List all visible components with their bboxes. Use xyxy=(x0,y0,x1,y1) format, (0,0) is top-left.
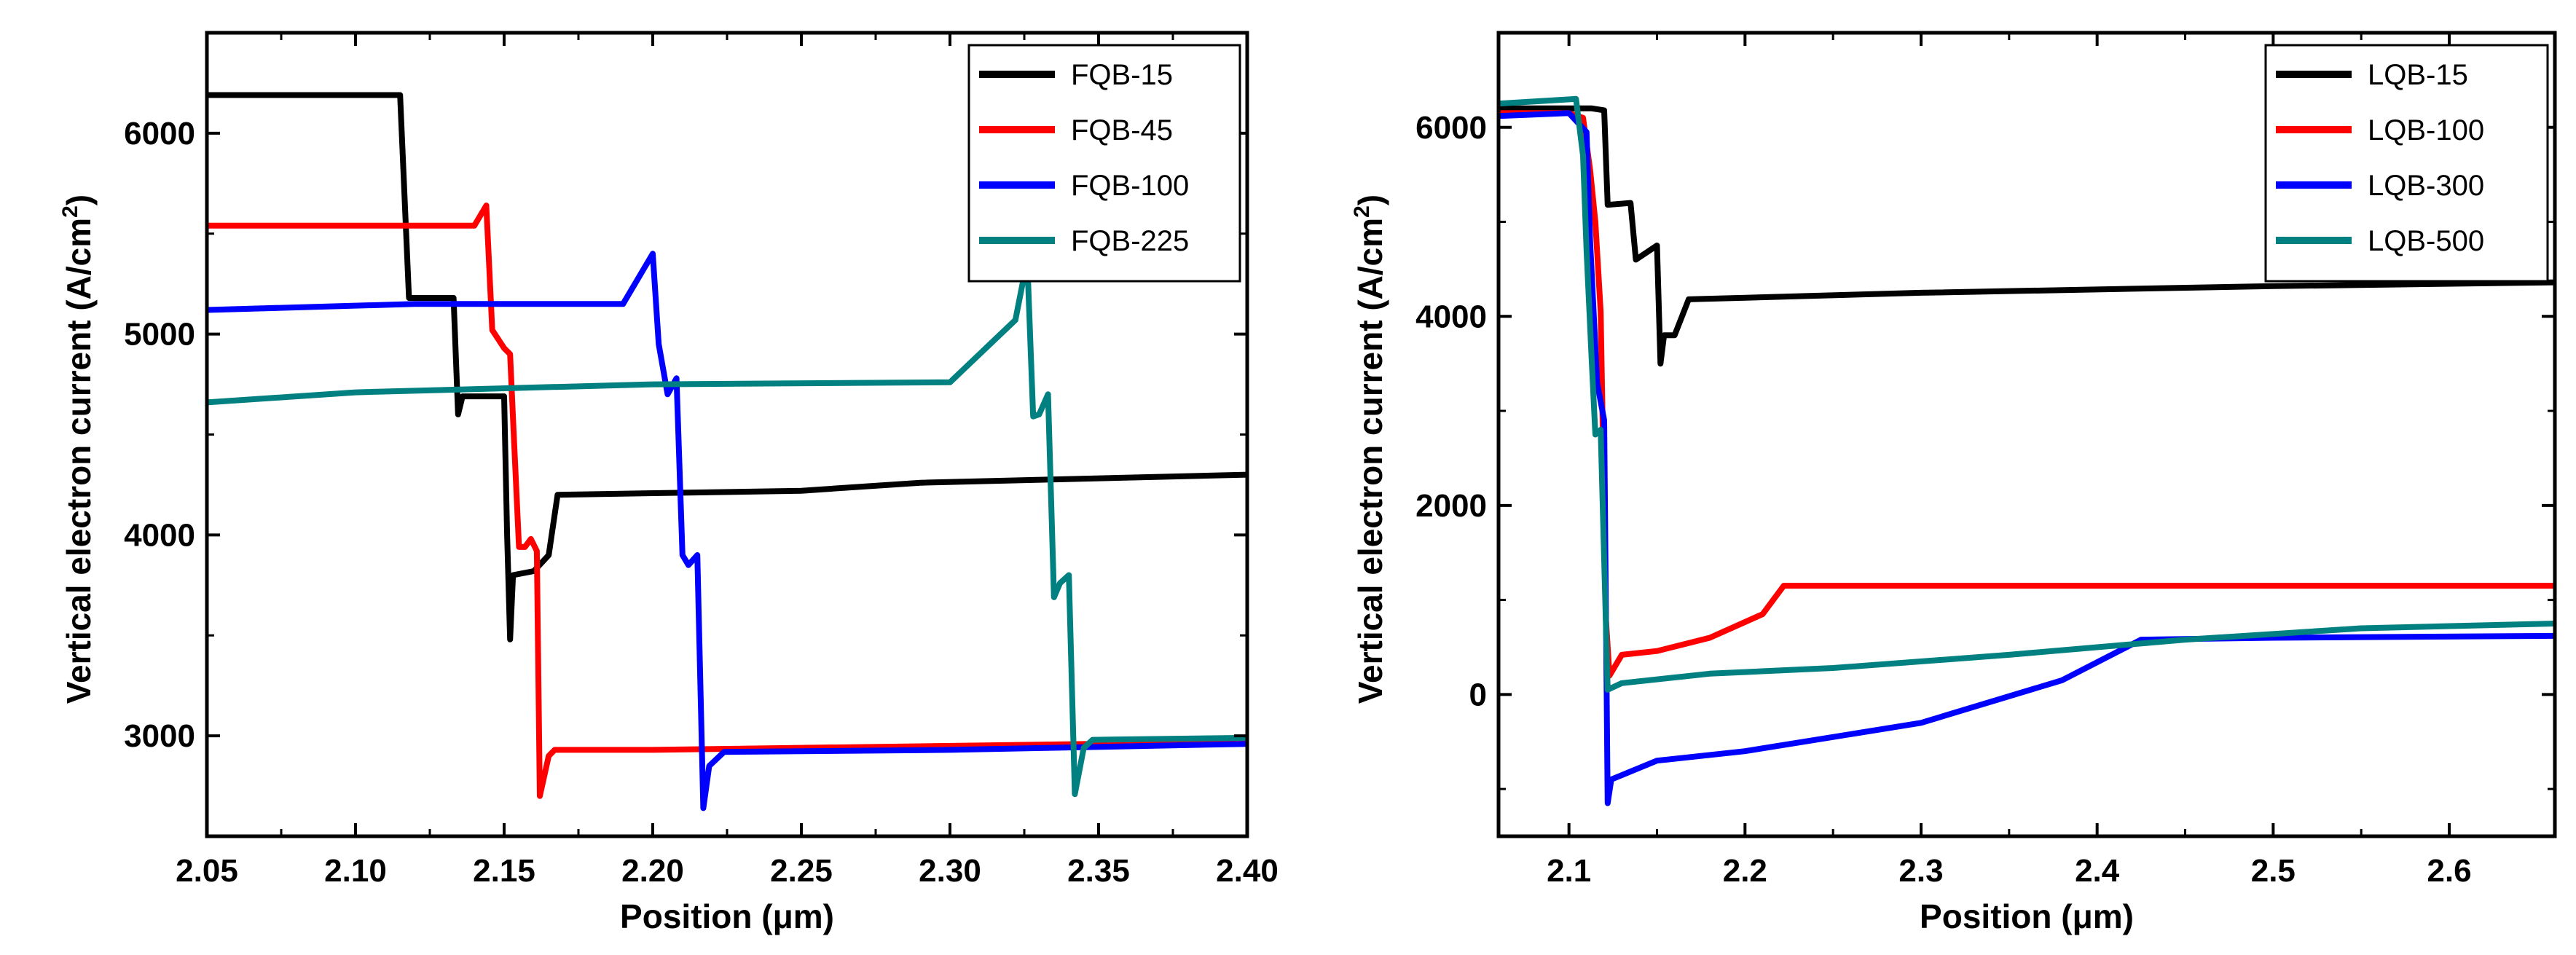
y-axis-title-base: Vertical electron current (A/cm xyxy=(60,218,98,704)
x-tick-label: 2.30 xyxy=(919,853,981,889)
y-tick-label: 0 xyxy=(1469,677,1487,712)
x-tick-label: 2.25 xyxy=(770,853,833,889)
y-tick-label: 5000 xyxy=(124,317,195,353)
y-axis-title-close: ) xyxy=(60,194,98,205)
y-tick-label: 6000 xyxy=(1415,110,1487,146)
legend-label-lqb-500: LQB-500 xyxy=(2368,225,2484,257)
x-tick-label: 2.20 xyxy=(621,853,684,889)
series-line-lqb-500 xyxy=(1499,95,2555,693)
y-tick-label: 4000 xyxy=(124,517,195,553)
y-axis-title: Vertical electron current (A/cm2) xyxy=(1350,194,1389,704)
legend: LQB-15 LQB-100 LQB-300 LQB-500 xyxy=(2264,44,2549,283)
legend-label-fqb-225: FQB-225 xyxy=(1071,225,1189,257)
y-axis-title-sup: 2 xyxy=(1350,205,1374,218)
y-tick-label: 3000 xyxy=(124,718,195,754)
y-axis-title-sup: 2 xyxy=(58,205,82,218)
series-line-lqb-300 xyxy=(1499,110,2555,806)
x-tick-label: 2.05 xyxy=(176,853,238,889)
series-line-fqb-45 xyxy=(207,203,1247,799)
x-tick-label: 2.1 xyxy=(1547,853,1591,889)
y-axis-title-base: Vertical electron current (A/cm xyxy=(1351,218,1389,704)
x-tick-label: 2.6 xyxy=(2427,853,2471,889)
chart-panel-1: 2.05 2.10 2.15 2.20 2.25 2.30 2.35 2.40 3000 4000… xyxy=(58,31,1279,935)
y-tick-label: 6000 xyxy=(124,116,195,152)
x-tick-label: 2.4 xyxy=(2075,853,2120,889)
y-tick-label: 2000 xyxy=(1415,488,1487,524)
y-axis-title-close: ) xyxy=(1351,194,1389,205)
x-axis-title: Position (μm) xyxy=(620,897,834,935)
legend-label-fqb-100: FQB-100 xyxy=(1071,170,1189,202)
x-axis-title: Position (μm) xyxy=(1920,897,2134,935)
legend-label-lqb-300: LQB-300 xyxy=(2368,170,2484,202)
plot-frame xyxy=(1496,31,2557,838)
x-tick-label: 2.3 xyxy=(1898,853,1943,889)
legend-label-lqb-15: LQB-15 xyxy=(2368,59,2468,91)
x-tick-label: 2.15 xyxy=(473,853,535,889)
legend-label-fqb-45: FQB-45 xyxy=(1071,114,1173,146)
x-tick-label: 2.40 xyxy=(1216,853,1279,889)
y-tick-label: 4000 xyxy=(1415,299,1487,334)
legend: FQB-15 FQB-45 FQB-100 FQB-225 xyxy=(967,44,1241,283)
series-line-fqb-100 xyxy=(207,251,1247,811)
series-line-fqb-225 xyxy=(207,256,1247,798)
y-axis-title: Vertical electron current (A/cm2) xyxy=(58,194,98,704)
series-line-lqb-15 xyxy=(1499,105,2555,367)
x-tick-label: 2.2 xyxy=(1723,853,1767,889)
chart-panel-2: 2.1 2.2 2.3 2.4 2.5 2.6 0 2000 4000 6000 Position … xyxy=(1350,31,2557,935)
legend-label-lqb-100: LQB-100 xyxy=(2368,114,2484,146)
x-tick-label: 2.5 xyxy=(2251,853,2296,889)
legend-label-fqb-15: FQB-15 xyxy=(1071,59,1173,91)
x-tick-label: 2.35 xyxy=(1067,853,1130,889)
x-tick-label: 2.10 xyxy=(324,853,387,889)
